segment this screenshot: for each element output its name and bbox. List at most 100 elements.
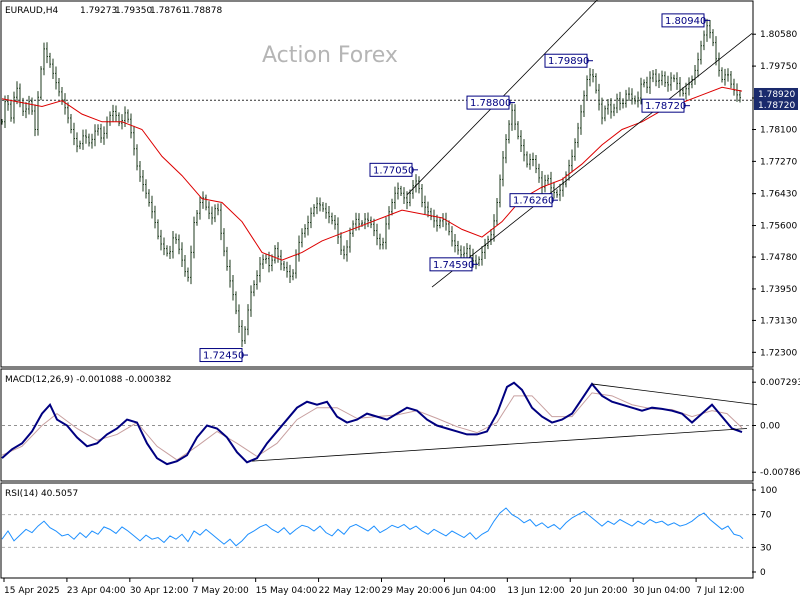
ohlc-bar: [265, 254, 267, 264]
ohlc-bar: [715, 36, 717, 66]
ohlc-bar: [403, 187, 405, 205]
price-axis-tick-label: 1.79750: [760, 62, 797, 72]
time-axis-tick-label: 23 Apr 04:00: [67, 586, 126, 596]
ohlc-bar: [187, 267, 189, 282]
ohlc-bar: [730, 70, 732, 89]
ohlc-bar: [82, 129, 84, 150]
price-callout-label: 1.78800: [470, 98, 511, 109]
ohlc-bar: [256, 270, 258, 290]
price-callout-label: 1.80940: [665, 16, 706, 27]
ohlc-bar: [532, 152, 534, 167]
ohlc-bar: [16, 81, 18, 105]
price-axis-tick-label: 1.73950: [760, 285, 797, 295]
price-panel-frame: [0, 0, 754, 368]
header-symbol: EURAUD,H4: [5, 6, 58, 16]
ohlc-bar: [244, 326, 246, 344]
ohlc-bar: [229, 259, 231, 288]
ohlc-bar: [43, 42, 45, 76]
ohlc-bar: [307, 215, 309, 236]
ohlc-bar: [562, 177, 564, 197]
ohlc-bar: [115, 105, 117, 122]
macd-axis-tick-label: -0.007862: [760, 468, 800, 478]
ohlc-bar: [304, 224, 306, 238]
ohlc-bar: [739, 90, 741, 103]
ohlc-bar: [406, 191, 408, 210]
ohlc-bar: [337, 217, 339, 244]
ohlc-bar: [316, 197, 318, 215]
ohlc-bar: [655, 68, 657, 87]
ohlc-bar: [412, 180, 414, 199]
ohlc-bar: [163, 237, 165, 256]
time-axis-tick-label: 15 Apr 2025: [4, 586, 60, 596]
ohlc-bar: [706, 18, 708, 42]
ohlc-bar: [238, 304, 240, 333]
ohlc-bar: [133, 125, 135, 156]
header-high: 1.79350: [115, 6, 152, 16]
ohlc-bar: [661, 70, 663, 86]
price-callout-label: 1.74590: [433, 260, 474, 271]
ohlc-bar: [37, 91, 39, 136]
ohlc-bar: [565, 171, 567, 188]
ohlc-bar: [88, 133, 90, 147]
ohlc-bar: [598, 83, 600, 111]
rsi-line: [1, 507, 744, 547]
ohlc-bar: [529, 153, 531, 170]
ohlc-bar: [364, 213, 366, 230]
ohlc-bar: [289, 264, 291, 283]
ohlc-bar: [652, 70, 654, 83]
ohlc-bar: [475, 254, 477, 270]
price-callout: 1.79890: [544, 53, 593, 68]
ohlc-bar: [46, 42, 48, 64]
ohlc-bar: [616, 93, 618, 114]
ohlc-bar: [622, 98, 624, 109]
ohlc-bar: [148, 189, 150, 207]
ohlc-bar: [196, 209, 198, 226]
ohlc-bar: [340, 232, 342, 255]
ohlc-bar: [94, 124, 96, 147]
ohlc-bar: [436, 214, 438, 232]
ohlc-bar: [451, 226, 453, 247]
ohlc-bar: [325, 202, 327, 219]
ohlc-bar: [373, 218, 375, 237]
ohlc-bar: [610, 98, 612, 119]
ohlc-bar: [226, 246, 228, 271]
ohlc-bar: [385, 217, 387, 250]
ohlc-bar: [643, 79, 645, 88]
ohlc-bar: [91, 133, 93, 149]
current-price-tag-bg: [754, 87, 798, 99]
ohlc-bar: [220, 203, 222, 241]
ohlc-bar: [4, 95, 6, 128]
ohlc-bar: [604, 105, 606, 122]
ohlc-bar: [292, 269, 294, 281]
ohlc-bar: [70, 114, 72, 134]
ohlc-bar: [664, 71, 666, 87]
ohlc-bar: [40, 66, 42, 101]
ohlc-bar: [172, 231, 174, 259]
ohlc-bar: [181, 242, 183, 268]
ohlc-bar: [460, 245, 462, 260]
ohlc-bar: [640, 77, 642, 105]
ohlc-bar: [526, 151, 528, 168]
ohlc-bar: [241, 319, 243, 348]
price-callout: 1.80940: [661, 13, 710, 28]
macd-trend-line: [591, 383, 758, 406]
ohlc-bar: [589, 68, 591, 87]
macd-axis-tick-label: 0.007293: [760, 378, 800, 388]
header-close: 1.78878: [185, 6, 222, 16]
ohlc-bar: [712, 29, 714, 47]
time-axis-tick-label: 7 Jul 12:00: [696, 586, 745, 596]
price-axis-tick-label: 1.77270: [760, 157, 797, 167]
ohlc-bar: [691, 75, 693, 89]
ohlc-bar: [184, 254, 186, 277]
ohlc-bar: [544, 174, 546, 193]
ohlc-bar: [175, 233, 177, 244]
time-axis-tick-label: 29 May 20:00: [382, 586, 444, 596]
ohlc-bar: [484, 238, 486, 260]
ohlc-bar: [724, 68, 726, 86]
time-axis-tick-label: 30 Jun 04:00: [633, 586, 690, 596]
ohlc-bar: [112, 104, 114, 123]
ohlc-bar: [676, 72, 678, 90]
current-price-tag-label: 1.78720: [758, 101, 795, 111]
ohlc-bar: [1, 119, 3, 125]
